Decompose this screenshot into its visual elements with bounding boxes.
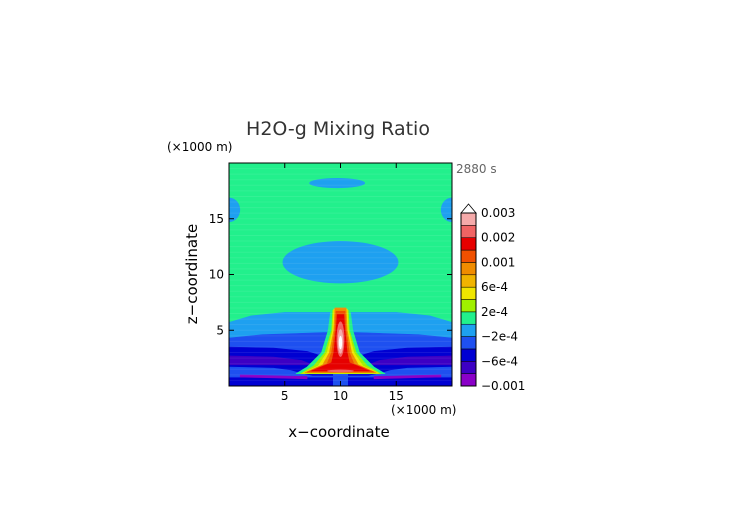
contour-region-13: [373, 374, 442, 380]
x-tick-label: 5: [281, 389, 289, 403]
contour-region-9: [229, 355, 313, 366]
colorbar-swatch: [460, 212, 477, 226]
colorbar-swatch: [460, 299, 477, 313]
colorbar-swatch: [460, 286, 477, 300]
colorbar: 0.003 0.002 0.001 6e-4 2e-4 −2e-4 −6e-4 −0.001: [460, 203, 525, 393]
colorbar-swatch: [460, 348, 477, 362]
y-tick-label: 5: [216, 323, 224, 337]
chart-title: H2O-g Mixing Ratio: [246, 118, 430, 140]
colorbar-label: −2e-4: [481, 330, 518, 344]
colorbar-swatch: [460, 274, 477, 288]
y-axis-label: z−coordinate: [183, 224, 201, 324]
colorbar-label: −6e-4: [481, 354, 518, 368]
y-axis-unit: (×1000 m): [167, 140, 232, 154]
contour-fields: [229, 163, 452, 386]
contour-region-2: [309, 178, 366, 189]
contour-region-10: [368, 355, 452, 366]
contour-region-4: [440, 197, 452, 223]
x-tick-label: 15: [389, 389, 404, 403]
x-axis-unit: (×1000 m): [391, 403, 456, 417]
plot-area: [229, 163, 452, 386]
colorbar-swatch: [460, 249, 477, 263]
colorbar-extend-triangle: [460, 203, 477, 214]
contour-region-22: [338, 335, 343, 350]
y-tick-label: 15: [209, 212, 224, 226]
colorbar-swatch: [460, 225, 477, 238]
colorbar-swatch: [460, 237, 477, 251]
axes: 5 10 15 5 10 15: [209, 162, 453, 403]
colorbar-label: 0.002: [481, 231, 515, 245]
colorbar-swatch: [460, 262, 477, 276]
x-axis-label: x−coordinate: [288, 423, 389, 441]
colorbar-label: 0.001: [481, 255, 515, 269]
colorbar-label: 6e-4: [481, 280, 508, 294]
x-tick-label: 10: [333, 389, 348, 403]
colorbar-label: −0.001: [481, 379, 525, 393]
colorbar-label: 2e-4: [481, 305, 508, 319]
time-label: 2880 s: [456, 162, 497, 176]
colorbar-swatch: [460, 373, 477, 387]
contour-region-23: [327, 369, 354, 373]
colorbar-swatch: [460, 336, 477, 350]
colorbar-frame: [460, 212, 477, 387]
contour-region-3: [229, 197, 241, 223]
colorbar-label: 0.003: [481, 206, 515, 220]
y-tick-label: 10: [209, 268, 224, 282]
colorbar-swatch: [460, 361, 477, 374]
contour-region-12: [239, 374, 308, 380]
colorbar-swatch: [460, 323, 477, 337]
contour-region-1: [282, 241, 399, 284]
colorbar-swatch: [460, 311, 477, 325]
